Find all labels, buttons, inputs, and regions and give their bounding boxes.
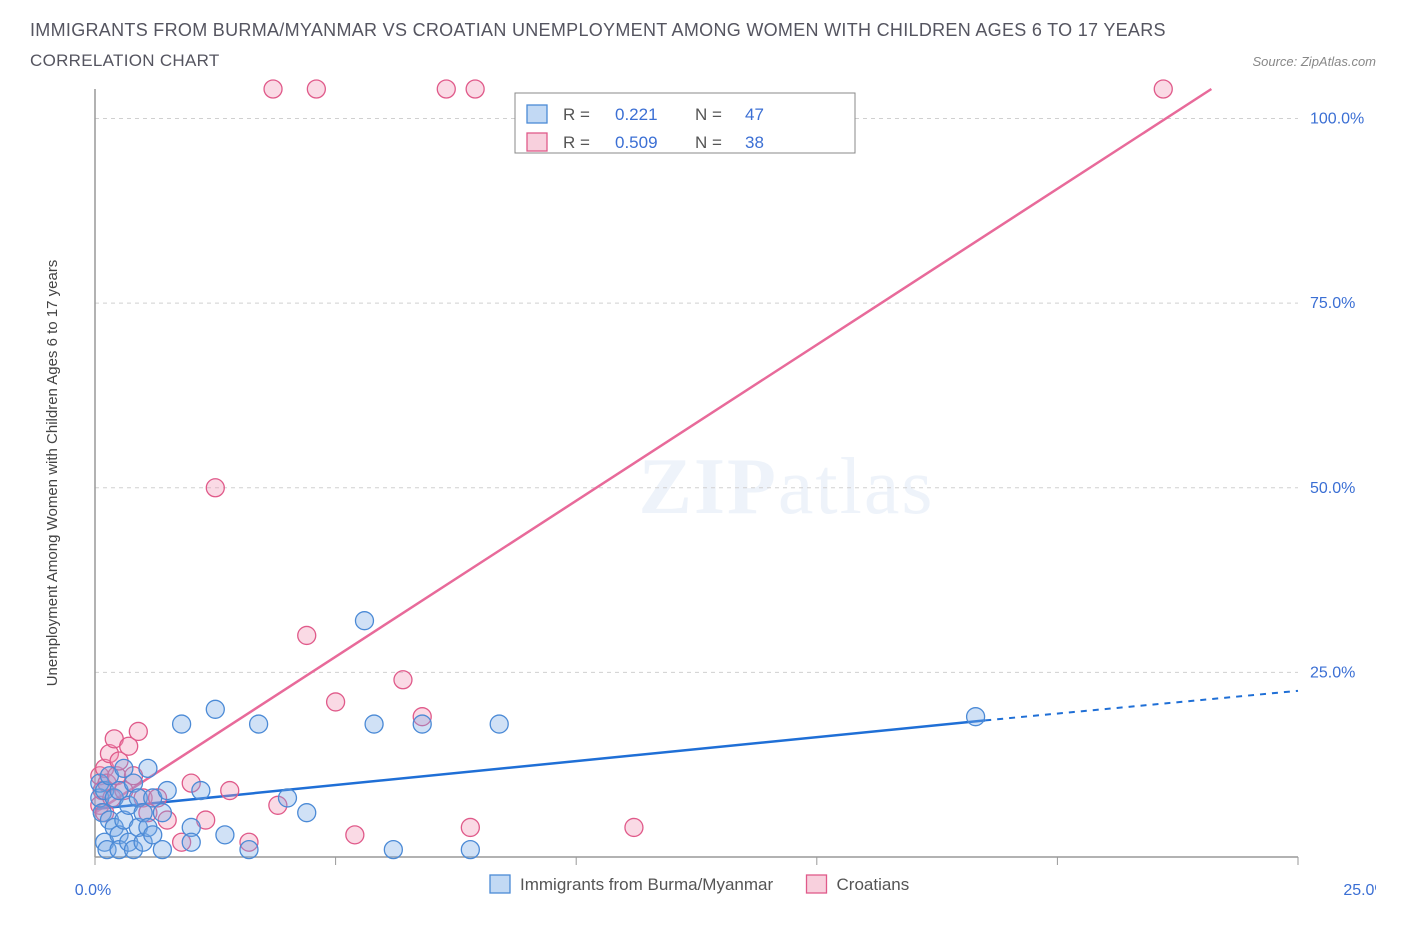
svg-text:25.0%: 25.0% <box>1310 664 1355 681</box>
source-label: Source: ZipAtlas.com <box>1252 54 1376 69</box>
svg-text:100.0%: 100.0% <box>1310 111 1364 128</box>
svg-text:N =: N = <box>695 105 722 124</box>
svg-text:N =: N = <box>695 133 722 152</box>
svg-text:50.0%: 50.0% <box>1310 480 1355 497</box>
svg-text:0.221: 0.221 <box>615 105 658 124</box>
svg-text:Unemployment Among Women with: Unemployment Among Women with Children A… <box>44 260 61 687</box>
svg-text:38: 38 <box>745 133 764 152</box>
svg-text:25.0%: 25.0% <box>1343 882 1376 899</box>
svg-text:0.0%: 0.0% <box>75 882 111 899</box>
subtitle-row: CORRELATION CHART Source: ZipAtlas.com <box>30 51 1376 71</box>
svg-text:ZIPatlas: ZIPatlas <box>639 443 935 531</box>
svg-text:0.509: 0.509 <box>615 133 658 152</box>
legend-item-label: Immigrants from Burma/Myanmar <box>520 875 773 894</box>
chart-svg: ZIPatlas 25.0% 50.0% 75.0% 100.0% 0.0% 25.0% Un… <box>30 79 1376 909</box>
svg-text:47: 47 <box>745 105 764 124</box>
chart-title: IMMIGRANTS FROM BURMA/MYANMAR VS CROATIA… <box>30 20 1376 41</box>
correlation-chart: ZIPatlas 25.0% 50.0% 75.0% 100.0% 0.0% 25.0% Un… <box>30 79 1376 909</box>
chart-subtitle: CORRELATION CHART <box>30 51 220 71</box>
legend-item-label: Croatians <box>837 875 910 894</box>
svg-text:R =: R = <box>563 133 590 152</box>
svg-text:R =: R = <box>563 105 590 124</box>
svg-text:75.0%: 75.0% <box>1310 295 1355 312</box>
